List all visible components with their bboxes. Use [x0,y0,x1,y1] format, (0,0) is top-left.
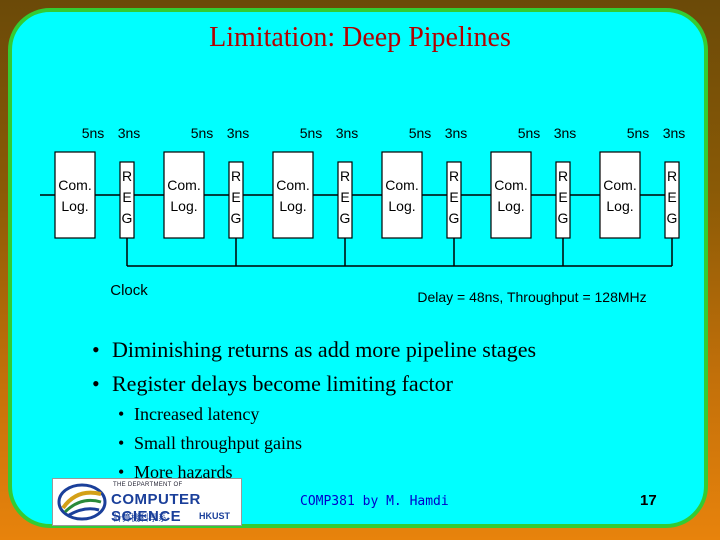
register-label: R [122,168,132,184]
bullet-item: • Register delays become limiting factor [92,371,453,396]
comb-logic-block [381,151,423,239]
comb-logic-block [54,151,96,239]
comb-logic-block [272,151,314,239]
logo-chinese-text: 計算機科學系 [113,513,168,523]
logo-emblem-icon [57,483,107,521]
register-label: R [667,168,677,184]
comb-logic-label: Log. [170,198,197,214]
register-label: R [231,168,241,184]
register-label: G [231,210,242,226]
register-label: E [231,189,240,205]
bullet-item: • Diminishing returns as add more pipelin… [92,337,537,362]
sub-bullet-item: • Small throughput gains [118,433,302,453]
comb-logic-label: Log. [279,198,306,214]
comb-logic-label: Com. [603,177,636,193]
comb-delay-label: 5ns [191,125,214,141]
register-label: R [558,168,568,184]
register-label: E [122,189,131,205]
comb-delay-label: 5ns [518,125,541,141]
comb-delay-label: 5ns [300,125,323,141]
register-label: R [340,168,350,184]
clock-label: Clock [110,282,148,299]
register-label: G [340,210,351,226]
comb-logic-label: Com. [385,177,418,193]
register-label: G [667,210,678,226]
reg-delay-label: 3ns [118,125,141,141]
comb-logic-label: Com. [167,177,200,193]
reg-delay-label: 3ns [336,125,359,141]
comb-logic-label: Com. [58,177,91,193]
page-number: 17 [640,492,657,509]
comb-logic-label: Log. [497,198,524,214]
register-label: E [340,189,349,205]
register-label: G [558,210,569,226]
logo-dept-text: THE DEPARTMENT OF [113,482,183,488]
comb-logic-label: Log. [61,198,88,214]
comb-delay-label: 5ns [627,125,650,141]
reg-delay-label: 3ns [445,125,468,141]
reg-delay-label: 3ns [554,125,577,141]
comb-logic-block [599,151,641,239]
comb-logic-label: Log. [388,198,415,214]
register-label: E [558,189,567,205]
comb-logic-block [490,151,532,239]
reg-delay-label: 3ns [663,125,686,141]
comb-logic-block [163,151,205,239]
register-label: E [449,189,458,205]
sub-bullet-item: • Increased latency [118,404,260,424]
footer-text: COMP381 by M. Hamdi [300,494,449,509]
comb-logic-label: Log. [606,198,633,214]
register-label: G [449,210,460,226]
logo-university-text: HKUST [199,511,230,521]
slide-title: Limitation: Deep Pipelines [209,22,511,53]
register-label: G [122,210,133,226]
reg-delay-label: 3ns [227,125,250,141]
sub-bullet-item: • More hazards [118,462,233,482]
slide-panel [8,8,708,528]
comb-delay-label: 5ns [82,125,105,141]
comb-logic-label: Com. [494,177,527,193]
delay-throughput-label: Delay = 48ns, Throughput = 128MHz [417,289,646,305]
register-label: R [449,168,459,184]
department-logo: THE DEPARTMENT OF COMPUTER SCIENCE 計算機科學… [52,478,242,526]
logo-name-text: COMPUTER SCIENCE [111,491,201,525]
register-label: E [667,189,676,205]
comb-delay-label: 5ns [409,125,432,141]
comb-logic-label: Com. [276,177,309,193]
